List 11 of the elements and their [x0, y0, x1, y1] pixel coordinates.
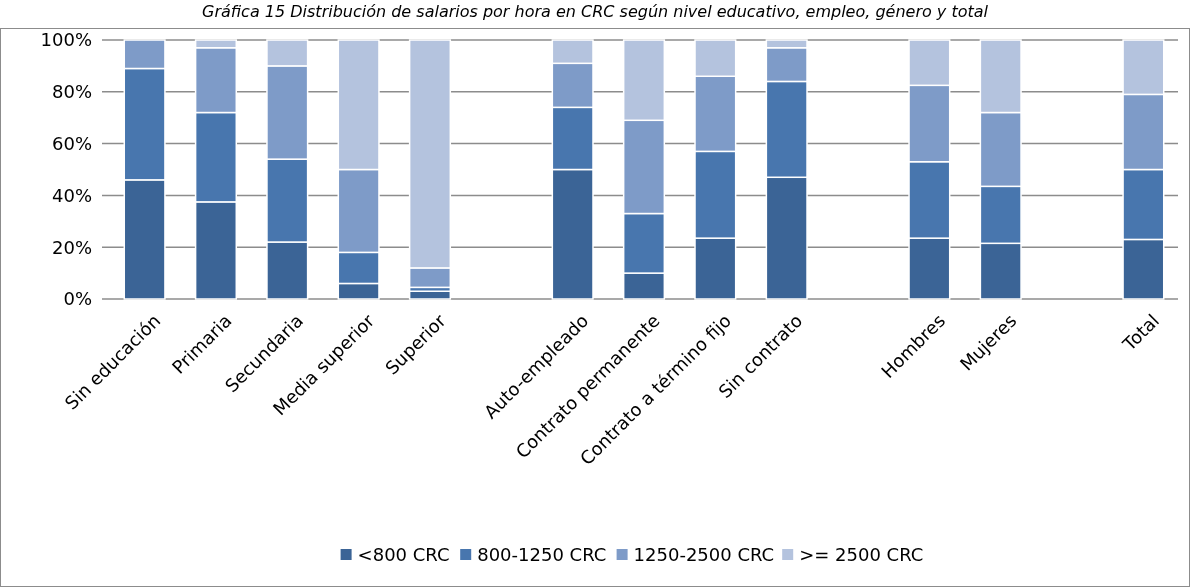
- legend-label: 800-1250 CRC: [477, 544, 607, 566]
- y-tick-label: 60%: [51, 132, 92, 154]
- y-tick-label: 80%: [51, 81, 92, 103]
- y-tick-label: 40%: [51, 184, 92, 206]
- y-tick-label: 0%: [63, 288, 92, 310]
- chart-title: Gráfica 15 Distribución de salarios por hora en CRC según nivel educativo, empleo, género y total: [202, 2, 989, 21]
- y-tick-label: 100%: [40, 29, 92, 51]
- legend-label: <800 CRC: [357, 544, 450, 566]
- legend-label: >= 2500 CRC: [799, 544, 924, 566]
- legend-label: 1250-2500 CRC: [633, 544, 775, 566]
- y-tick-label: 20%: [51, 236, 92, 258]
